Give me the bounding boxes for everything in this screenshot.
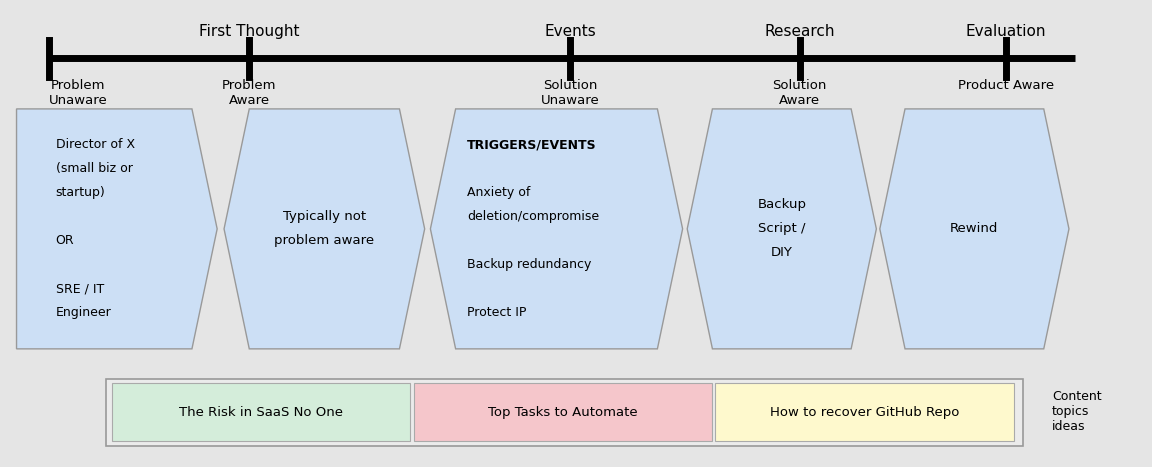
Text: OR: OR (55, 234, 74, 248)
Polygon shape (688, 109, 877, 349)
Text: Backup redundancy: Backup redundancy (467, 258, 591, 271)
Text: Anxiety of: Anxiety of (467, 186, 530, 199)
Text: Protect IP: Protect IP (467, 306, 526, 319)
Text: problem aware: problem aware (274, 234, 374, 248)
Text: Research: Research (764, 23, 835, 39)
Text: Solution
Unaware: Solution Unaware (541, 79, 600, 107)
Text: Director of X: Director of X (55, 138, 135, 151)
Text: Engineer: Engineer (55, 306, 112, 319)
Text: How to recover GitHub Repo: How to recover GitHub Repo (770, 406, 960, 419)
Text: deletion/compromise: deletion/compromise (467, 211, 599, 223)
Text: Events: Events (545, 23, 596, 39)
Polygon shape (223, 109, 425, 349)
Text: (small biz or: (small biz or (55, 163, 132, 176)
FancyBboxPatch shape (112, 383, 410, 441)
Text: First Thought: First Thought (199, 23, 300, 39)
Polygon shape (880, 109, 1069, 349)
Text: Content
topics
ideas: Content topics ideas (1052, 389, 1101, 432)
Text: Backup: Backup (757, 198, 806, 212)
Text: TRIGGERS/EVENTS: TRIGGERS/EVENTS (467, 138, 597, 151)
Text: Typically not: Typically not (282, 211, 366, 223)
Text: Evaluation: Evaluation (965, 23, 1046, 39)
Text: startup): startup) (55, 186, 105, 199)
Text: Top Tasks to Automate: Top Tasks to Automate (488, 406, 637, 419)
Polygon shape (431, 109, 683, 349)
Text: SRE / IT: SRE / IT (55, 283, 104, 295)
FancyBboxPatch shape (715, 383, 1014, 441)
FancyBboxPatch shape (106, 379, 1023, 446)
Polygon shape (16, 109, 218, 349)
Text: Product Aware: Product Aware (957, 79, 1054, 92)
Text: DIY: DIY (771, 247, 793, 259)
Text: Problem
Unaware: Problem Unaware (48, 79, 107, 107)
Text: Script /: Script / (758, 222, 805, 235)
Text: The Risk in SaaS No One: The Risk in SaaS No One (179, 406, 343, 419)
Text: Solution
Aware: Solution Aware (772, 79, 827, 107)
FancyBboxPatch shape (414, 383, 712, 441)
Text: Rewind: Rewind (950, 222, 999, 235)
Text: Problem
Aware: Problem Aware (222, 79, 276, 107)
